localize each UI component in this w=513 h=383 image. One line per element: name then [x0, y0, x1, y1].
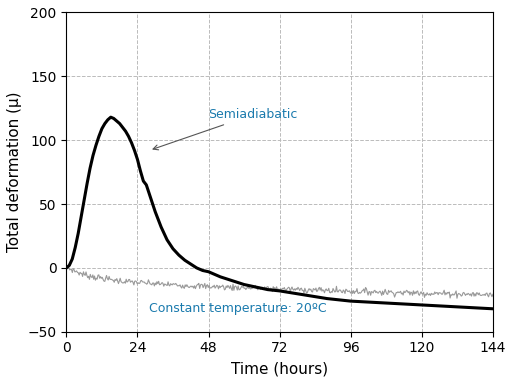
Y-axis label: Total deformation (μ): Total deformation (μ) — [7, 92, 22, 252]
Text: Constant temperature: 20ºC: Constant temperature: 20ºC — [149, 302, 327, 315]
Text: Semiadiabatic: Semiadiabatic — [153, 108, 298, 150]
X-axis label: Time (hours): Time (hours) — [231, 361, 328, 376]
